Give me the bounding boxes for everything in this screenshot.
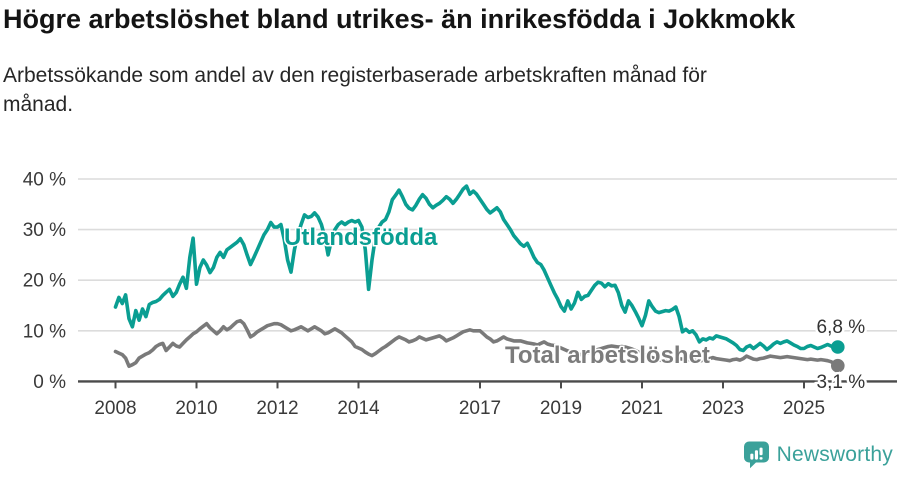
series-end-label-1: 3,1 % — [817, 372, 866, 393]
svg-text:2010: 2010 — [175, 398, 217, 419]
svg-text:40 %: 40 % — [23, 170, 66, 191]
y-grid — [78, 178, 897, 332]
series-label-0: Utlandsfödda — [284, 224, 438, 251]
svg-text:2008: 2008 — [94, 398, 136, 419]
newsworthy-icon — [743, 441, 769, 469]
series-label-1: Total arbetslöshet — [505, 342, 710, 369]
svg-text:2019: 2019 — [540, 398, 582, 419]
x-axis-labels: 2008 2010 2012 2014 2017 2019 2021 2023 2025 — [94, 398, 825, 419]
x-axis — [78, 380, 897, 389]
svg-text:2014: 2014 — [337, 398, 380, 419]
newsworthy-wordmark: Newsworthy — [776, 442, 893, 466]
svg-text:2023: 2023 — [702, 398, 744, 419]
svg-text:0 %: 0 % — [33, 372, 66, 393]
svg-text:2021: 2021 — [621, 398, 663, 419]
svg-text:2012: 2012 — [256, 398, 298, 419]
series-line-utlandsf-dda — [113, 184, 840, 353]
page-title: Högre arbetslöshet bland utrikes- än inr… — [3, 4, 796, 34]
page-subtitle: Arbetssökande som andel av den registerb… — [3, 64, 707, 116]
svg-text:2017: 2017 — [459, 398, 501, 419]
svg-text:10 %: 10 % — [23, 321, 66, 342]
series-line-total-arbetsl-shet — [113, 318, 840, 368]
svg-text:30 %: 30 % — [23, 220, 66, 241]
series-end-label-0: 6,8 % — [817, 317, 866, 338]
y-axis-labels: 0 % 10 % 20 % 30 % 40 % — [23, 170, 66, 393]
svg-text:2025: 2025 — [783, 398, 825, 419]
newsworthy-logo: Newsworthy — [742, 440, 893, 469]
series-end-dot-1 — [831, 358, 845, 373]
svg-text:20 %: 20 % — [23, 271, 66, 292]
series-end-dot-0 — [831, 340, 845, 354]
